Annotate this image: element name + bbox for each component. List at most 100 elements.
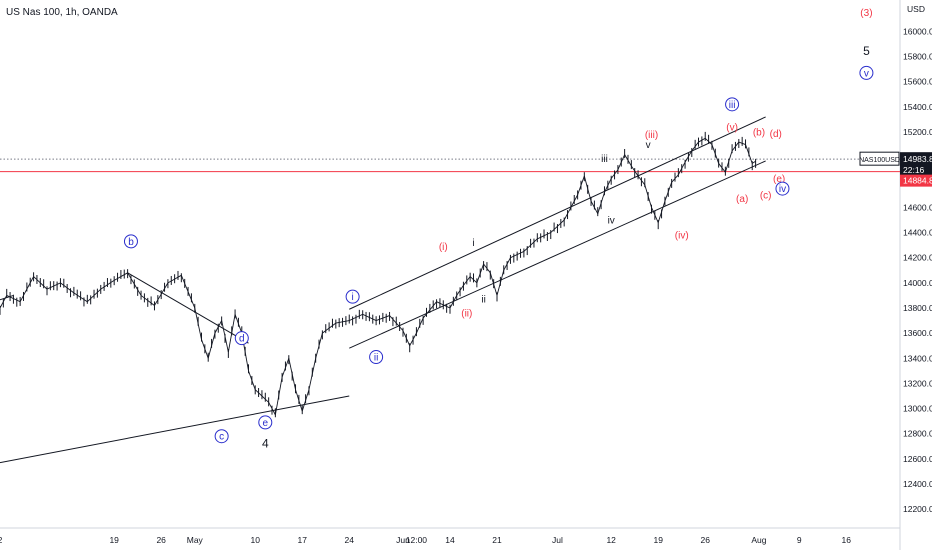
price-path-segment (463, 280, 468, 286)
x-tick-label: 16 (842, 535, 852, 545)
price-path-segment (553, 225, 558, 230)
price-path-segment (392, 319, 397, 324)
price-path-segment (150, 302, 155, 306)
x-tick-label: 12 (606, 535, 616, 545)
y-tick-label: 14600.0 (903, 202, 932, 212)
price-path-segment (227, 333, 233, 353)
wave-label-circle (345, 289, 360, 304)
last-price-value: 14983.8 (903, 154, 932, 164)
bar-countdown: 22:16 (903, 165, 925, 175)
price-path-segment (681, 161, 686, 169)
price-path-segment (597, 202, 602, 214)
price-path-segment (489, 272, 495, 285)
wave-label: ii (374, 353, 378, 364)
price-path-segment (704, 137, 709, 142)
y-tick-label: 14000.0 (903, 278, 932, 288)
price-path-segment (560, 219, 565, 224)
price-path-segment (23, 288, 28, 296)
price-path-segment (124, 272, 128, 276)
price-path-segment (530, 241, 535, 246)
price-path-segment (577, 185, 582, 196)
x-tick-label: 2 (0, 535, 3, 545)
y-tick-label: 12800.0 (903, 429, 932, 439)
price-path-segment (171, 278, 175, 282)
price-path-segment (547, 232, 551, 235)
price-path-segment (140, 295, 145, 299)
price-path-segment (523, 247, 528, 252)
price-path-segment (369, 317, 373, 320)
wave-label: 4 (262, 436, 269, 450)
price-path-segment (50, 285, 54, 288)
price-path-segment (409, 339, 414, 346)
price-path-segment (157, 293, 162, 301)
price-path-segment (456, 290, 461, 296)
price-path-segment (567, 207, 572, 214)
price-path-segment (395, 322, 400, 328)
wave-label: v (864, 68, 869, 79)
price-path-segment (285, 358, 290, 368)
price-path-segment (352, 317, 357, 320)
price-path-segment (587, 188, 592, 202)
price-path-segment (355, 315, 360, 318)
wave-label: iv (608, 216, 615, 227)
price-path-segment (563, 213, 568, 221)
price-path-segment (322, 330, 327, 334)
price-path-segment (154, 299, 159, 306)
price-path-segment (251, 380, 256, 390)
price-path-segment (386, 315, 390, 318)
symbol-tag-label: NAS100USD (859, 157, 900, 164)
price-path-segment (694, 141, 699, 147)
price-path-segment (641, 180, 646, 186)
price-path-segment (281, 367, 286, 378)
trendlines (0, 116, 900, 464)
price-path-segment (167, 280, 172, 284)
price-path-segment (382, 316, 387, 319)
price-path-segment (63, 285, 68, 289)
price-path-segment (735, 141, 740, 147)
price-path-segment (113, 278, 118, 281)
price-path-segment (288, 358, 293, 375)
price-path-segment (6, 295, 11, 298)
price-path-segment (120, 274, 125, 277)
price-path-segment (570, 200, 575, 208)
x-tick-label: 19 (109, 535, 119, 545)
price-path-segment (224, 336, 229, 353)
price-path-segment (516, 252, 521, 255)
price-path-segment (33, 276, 38, 281)
price-path-segment (419, 317, 424, 326)
price-path-segment (248, 370, 253, 381)
wave-label-circle (859, 65, 874, 80)
price-path-segment (379, 317, 383, 320)
price-path-segment (221, 320, 226, 337)
price-path-segment (19, 295, 24, 302)
wave-label: (3) (860, 8, 872, 19)
price-path-segment (332, 322, 337, 326)
price-series (0, 131, 757, 418)
y-tick-label: 13600.0 (903, 328, 932, 338)
price-path-segment (194, 307, 199, 324)
price-path-segment (375, 318, 380, 321)
y-tick-label: 15400.0 (903, 102, 932, 112)
price-path-segment (483, 263, 488, 269)
price-path-segment (164, 282, 169, 289)
price-path-segment (39, 282, 44, 287)
price-path-segment (362, 313, 367, 317)
y-tick-label: 13800.0 (903, 303, 932, 313)
x-tick-label: 10 (250, 535, 260, 545)
price-path-segment (147, 300, 152, 304)
currency-label: USD (907, 4, 925, 14)
price-path-segment (701, 137, 706, 141)
price-path-segment (73, 292, 78, 296)
price-path-segment (714, 153, 720, 164)
price-path-segment (513, 254, 518, 257)
price-path-segment (600, 192, 605, 204)
price-path-segment (443, 304, 447, 307)
y-tick-label: 15800.0 (903, 52, 932, 62)
price-path-segment (748, 153, 753, 164)
wave-label-circle (775, 181, 790, 196)
price-path-segment (449, 301, 454, 309)
x-tick-label: Aug (751, 535, 766, 545)
price-path-segment (87, 298, 91, 303)
